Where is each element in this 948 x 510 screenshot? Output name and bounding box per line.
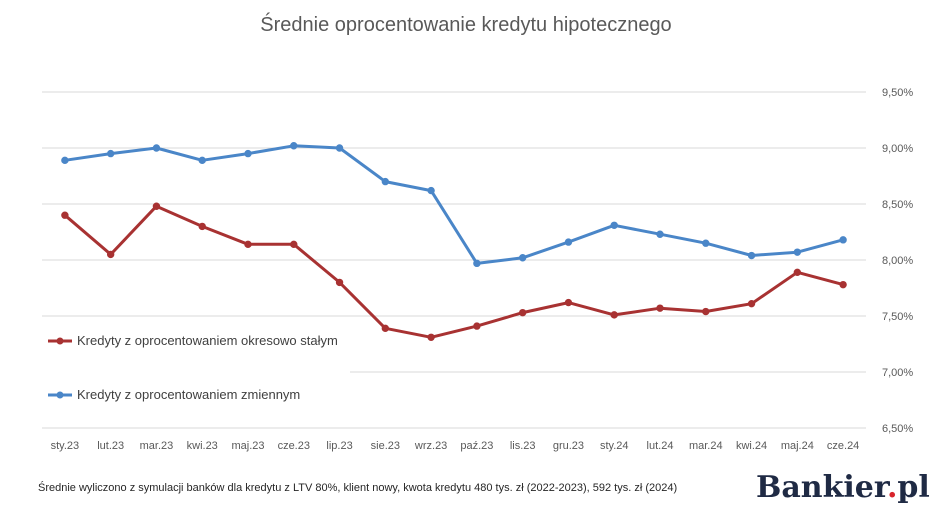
x-tick-label: kwi.24 (736, 440, 767, 452)
data-point (61, 211, 69, 219)
x-tick-label: gru.23 (553, 440, 584, 452)
data-point (244, 240, 252, 249)
legend-background (38, 318, 350, 422)
data-point (839, 280, 847, 289)
x-tick-label: maj.24 (781, 440, 814, 452)
x-tick-label: lis.23 (510, 440, 536, 452)
data-point (61, 156, 69, 165)
data-point (381, 177, 390, 186)
data-point (335, 144, 344, 152)
data-point (839, 236, 847, 244)
legend-item-variable: Kredyty z oprocentowaniem zmiennym (48, 387, 300, 402)
data-point (656, 230, 664, 238)
x-tick-label: lut.23 (97, 440, 124, 452)
x-axis-labels: sty.23 lut.23 mar.23 kwi.23 maj.23 cze.23 lip.… (51, 440, 860, 452)
data-point (198, 222, 206, 231)
data-point (106, 149, 115, 158)
legend-label-fixed: Kredyty z oprocentowaniem okresowo stały… (77, 333, 338, 348)
legend-item-fixed: Kredyty z oprocentowaniem okresowo stały… (48, 333, 338, 348)
x-tick-label: mar.24 (689, 440, 723, 452)
y-tick-label: 9,00% (882, 143, 913, 155)
y-tick-label: 6,50% (882, 423, 913, 435)
x-tick-label: sie.23 (371, 440, 400, 452)
legend: Kredyty z oprocentowaniem okresowo stały… (38, 318, 350, 422)
series-line-1 (63, 144, 845, 265)
data-point (656, 304, 664, 312)
data-point (381, 324, 390, 333)
legend-marker-variable (56, 391, 64, 399)
x-tick-label: cze.24 (827, 440, 859, 452)
data-point (793, 248, 802, 256)
data-point (747, 299, 756, 308)
y-tick-label: 8,00% (882, 255, 913, 267)
x-tick-label: maj.23 (231, 440, 264, 452)
y-axis-labels: 9,50% 9,00% 8,50% 8,00% 7,50% 7,00% 6,50% (882, 87, 913, 435)
data-point (473, 322, 481, 330)
data-point (518, 308, 527, 317)
legend-label-variable: Kredyty z oprocentowaniem zmiennym (77, 387, 300, 402)
data-point (152, 144, 161, 152)
y-tick-label: 7,00% (882, 367, 913, 379)
data-point (198, 156, 206, 165)
data-point (152, 202, 161, 210)
x-tick-label: kwi.23 (187, 440, 218, 452)
x-tick-label: lut.24 (647, 440, 674, 452)
data-point (610, 311, 618, 319)
x-tick-label: sty.24 (600, 440, 629, 452)
y-tick-label: 8,50% (882, 199, 913, 211)
y-tick-label: 7,50% (882, 311, 913, 323)
bankier-logo: Bankier.pl (756, 470, 930, 505)
x-tick-label: wrz.23 (414, 440, 447, 452)
data-point (290, 240, 298, 249)
x-tick-label: paź.23 (460, 440, 493, 452)
x-tick-label: mar.23 (140, 440, 174, 452)
data-point (335, 278, 344, 287)
footnote: Średnie wyliczono z symulacji banków dla… (38, 481, 677, 494)
data-point (610, 221, 618, 229)
legend-marker-fixed (56, 337, 64, 345)
data-point (473, 259, 481, 268)
x-tick-label: cze.23 (278, 440, 310, 452)
data-point (518, 254, 527, 262)
data-point (106, 250, 115, 259)
x-tick-label: lip.23 (326, 440, 352, 452)
data-point (702, 307, 710, 316)
data-point (702, 239, 710, 247)
y-tick-label: 9,50% (882, 87, 913, 99)
data-point (747, 251, 756, 260)
data-point (427, 333, 435, 341)
x-tick-label: sty.23 (51, 440, 80, 452)
chart-title: Średnie oprocentowanie kredytu hipoteczn… (260, 12, 671, 36)
data-point (793, 268, 802, 277)
data-point (564, 238, 573, 246)
series-lines (61, 142, 847, 341)
data-point (427, 186, 435, 195)
series-line-0 (63, 204, 845, 339)
data-point (244, 149, 252, 158)
data-point (564, 298, 573, 307)
data-point (290, 142, 298, 150)
